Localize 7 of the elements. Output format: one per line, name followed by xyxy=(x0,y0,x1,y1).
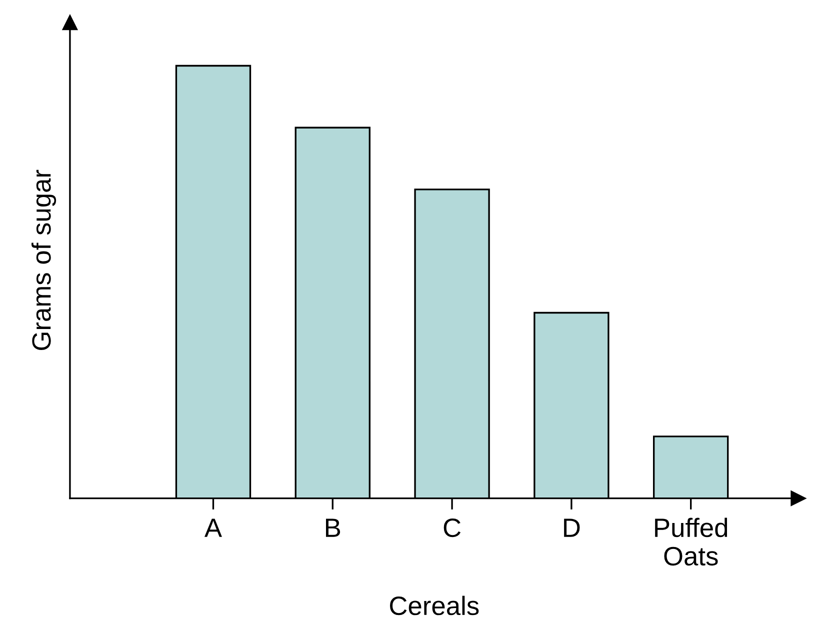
x-tick-label: B xyxy=(326,518,340,537)
x-tick-label: C xyxy=(444,518,461,538)
x-tick-label: Puffed Oats xyxy=(655,518,728,566)
y-axis-title: Grams of sugar xyxy=(31,170,56,350)
x-tick-label: A xyxy=(204,518,222,537)
x-axis-title: Cereals xyxy=(390,596,479,616)
x-tick-label: D xyxy=(564,518,580,537)
